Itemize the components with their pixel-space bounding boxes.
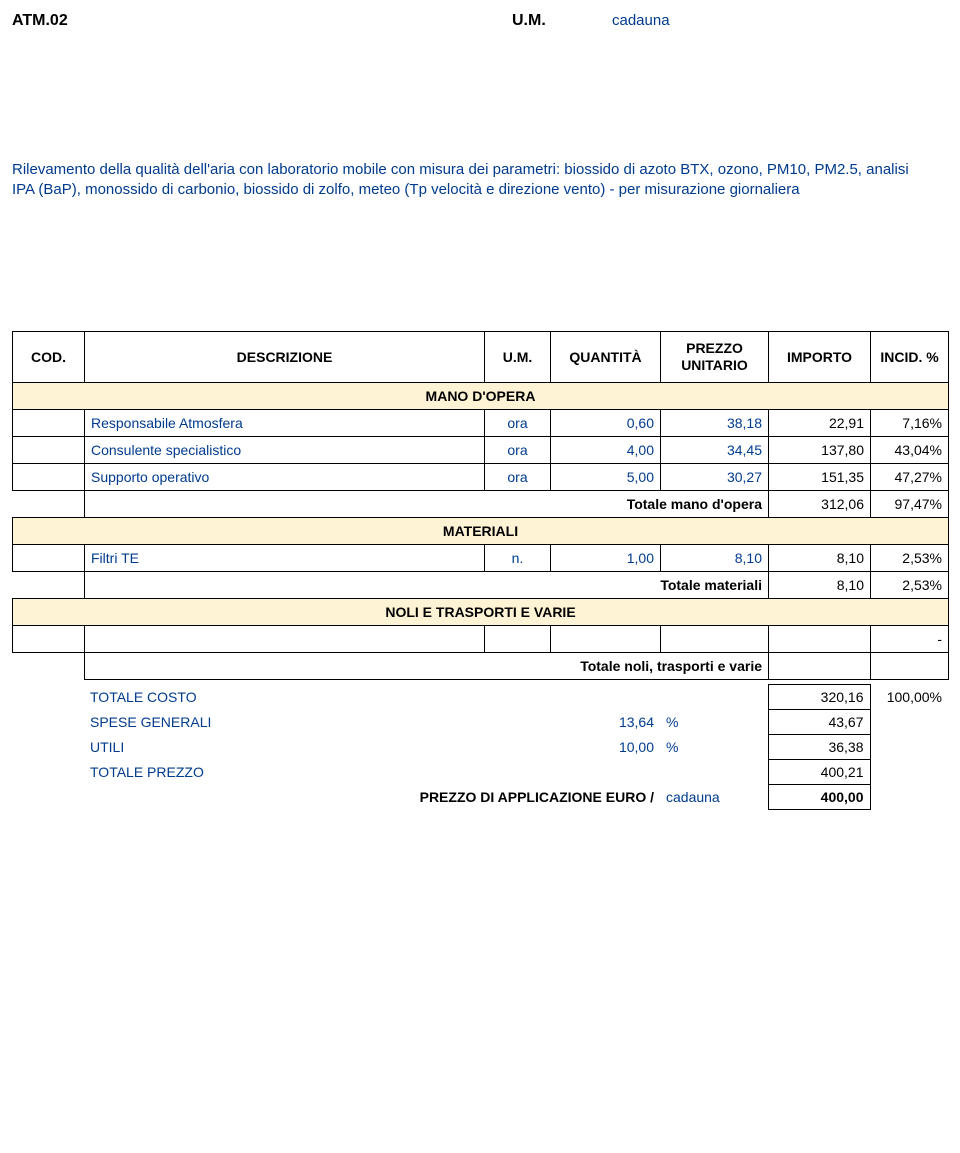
header-row: ATM.02 U.M. cadauna: [12, 12, 948, 30]
summary-applicazione: PREZZO DI APPLICAZIONE EURO / cadauna 40…: [12, 784, 948, 809]
row-pu: 38,18: [661, 409, 769, 436]
col-quantita: QUANTITÀ: [551, 331, 661, 382]
table-header-row: COD. DESCRIZIONE U.M. QUANTITÀ PREZZO UN…: [13, 331, 949, 382]
summary-totale-prezzo: TOTALE PREZZO 400,21: [12, 759, 948, 784]
section-materiali: MATERIALI: [13, 517, 949, 544]
cost-table: COD. DESCRIZIONE U.M. QUANTITÀ PREZZO UN…: [12, 331, 949, 680]
col-prezzo-unitario: PREZZO UNITARIO: [661, 331, 769, 382]
table-row: Supporto operativo ora 5,00 30,27 151,35…: [13, 463, 949, 490]
section-noli: NOLI E TRASPORTI E VARIE: [13, 598, 949, 625]
table-row: Consulente specialistico ora 4,00 34,45 …: [13, 436, 949, 463]
header-um-value: cadauna: [612, 12, 670, 30]
row-inc: 7,16%: [871, 409, 949, 436]
row-desc: Responsabile Atmosfera: [85, 409, 485, 436]
noli-empty-row: -: [13, 625, 949, 652]
summary-table: TOTALE COSTO 320,16 100,00% SPESE GENERA…: [12, 684, 948, 810]
summary-totale-costo: TOTALE COSTO 320,16 100,00%: [12, 684, 948, 709]
col-incid: INCID. %: [871, 331, 949, 382]
mano-total-row: Totale mano d'opera 312,06 97,47%: [13, 490, 949, 517]
col-importo: IMPORTO: [769, 331, 871, 382]
row-qty: 0,60: [551, 409, 661, 436]
row-um: ora: [485, 409, 551, 436]
header-code: ATM.02: [12, 12, 512, 30]
section-mano-dopera: MANO D'OPERA: [13, 382, 949, 409]
materiali-total-row: Totale materiali 8,10 2,53%: [13, 571, 949, 598]
table-row: Filtri TE n. 1,00 8,10 8,10 2,53%: [13, 544, 949, 571]
col-cod: COD.: [13, 331, 85, 382]
col-um: U.M.: [485, 331, 551, 382]
row-imp: 22,91: [769, 409, 871, 436]
summary-spese: SPESE GENERALI 13,64 % 43,67: [12, 709, 948, 734]
description-text: Rilevamento della qualità dell'aria con …: [12, 160, 932, 201]
header-um-label: U.M.: [512, 12, 612, 30]
table-row: Responsabile Atmosfera ora 0,60 38,18 22…: [13, 409, 949, 436]
summary-utili: UTILI 10,00 % 36,38: [12, 734, 948, 759]
col-descrizione: DESCRIZIONE: [85, 331, 485, 382]
noli-total-row: Totale noli, trasporti e varie: [13, 652, 949, 679]
